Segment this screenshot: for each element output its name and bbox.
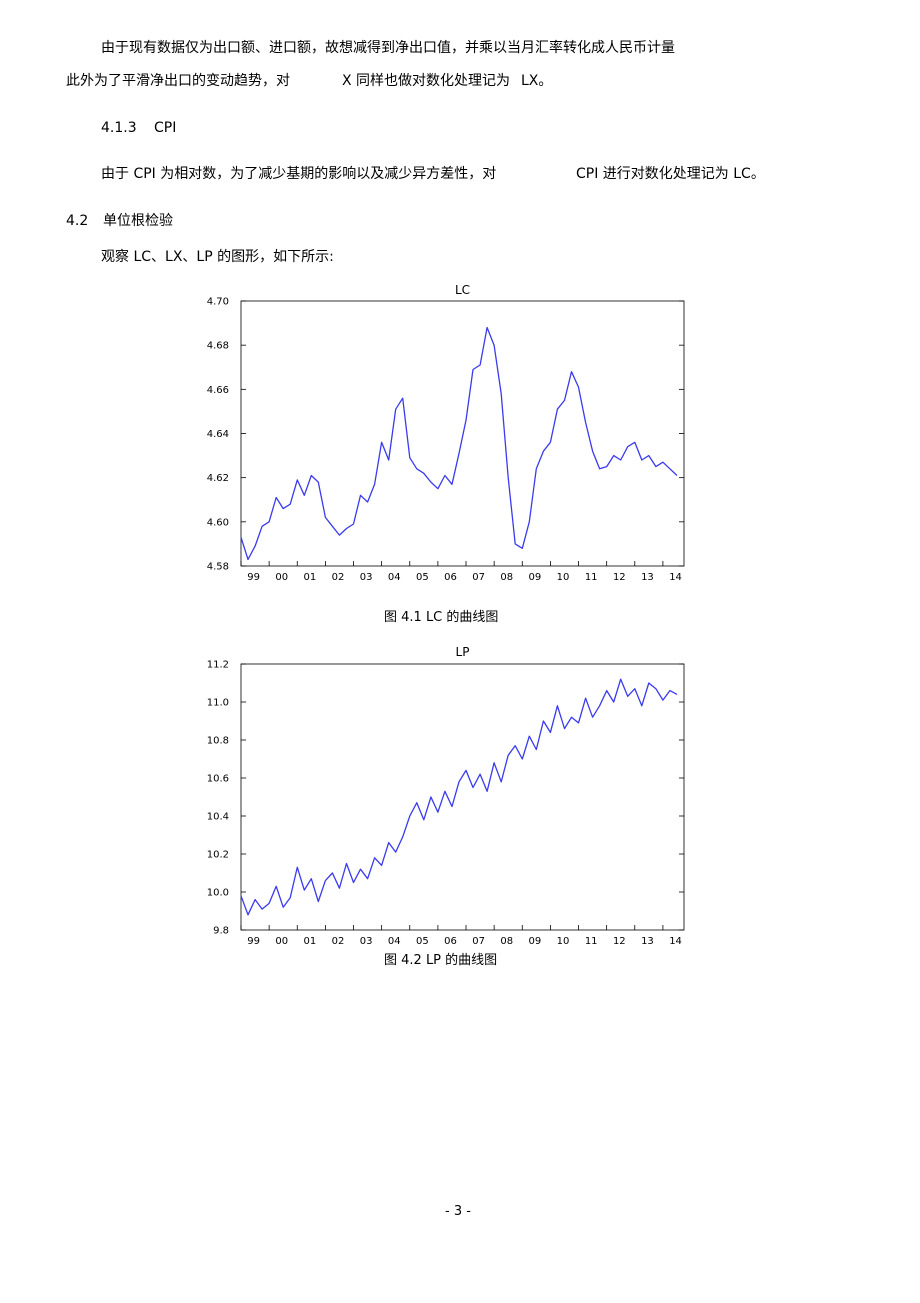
x-tick-label: 00	[275, 936, 288, 947]
x-tick-label: 09	[529, 936, 542, 947]
x-tick-label: 05	[416, 572, 429, 583]
chart-lp: LP 11.2 11.0 10.8 10.6 10.4 10.2 10.0 9.8 99 00 01 0…	[196, 640, 696, 960]
x-tick-label: 03	[360, 572, 373, 583]
x-tick-label: 12	[613, 572, 626, 583]
x-tick-label: 04	[388, 936, 401, 947]
x-tick-label: 14	[669, 936, 682, 947]
figure-caption-lp: 图 4.2 LP 的曲线图	[384, 953, 498, 968]
y-tick-label: 11.2	[207, 660, 229, 671]
x-tick-label: 13	[641, 572, 654, 583]
x-tick-label: 06	[444, 936, 457, 947]
paragraph-cpi-start: 由于 CPI 为相对数，为了减少基期的影响以及减少异方差性，对	[101, 166, 497, 182]
x-tick-label: 04	[388, 572, 401, 583]
chart-lc: LC 4.70 4.68 4.66 4.64 4.62 4.60 4.58 99 00 01 02 03…	[196, 278, 696, 598]
x-tick-label: 02	[332, 936, 345, 947]
x-tick-label: 11	[585, 936, 598, 947]
x-tick-label: 01	[304, 572, 317, 583]
paragraph-observe: 观察 LC、LX、LP 的图形，如下所示:	[101, 249, 334, 265]
x-tick-label: 03	[360, 936, 373, 947]
x-tick-label: 99	[247, 936, 260, 947]
x-tick-label: 11	[585, 572, 598, 583]
x-tick-label: 01	[304, 936, 317, 947]
y-tick-label: 10.2	[207, 850, 229, 861]
section-number-4-1-3: 4.1.3	[101, 120, 137, 136]
paragraph-smoothing-start: 此外为了平滑净出口的变动趋势，对	[66, 73, 290, 89]
x-tick-label: 99	[247, 572, 260, 583]
x-tick-label: 05	[416, 936, 429, 947]
y-tick-label: 4.66	[207, 385, 229, 396]
chart-title: LC	[455, 283, 470, 297]
y-tick-label: 4.60	[207, 517, 229, 528]
page-number: - 3 -	[445, 1204, 471, 1219]
y-tick-label: 4.70	[207, 297, 229, 308]
x-tick-label: 10	[557, 936, 570, 947]
figure-caption-lc: 图 4.1 LC 的曲线图	[384, 610, 499, 625]
x-tick-label: 13	[641, 936, 654, 947]
x-tick-label: 08	[500, 572, 513, 583]
x-tick-label: 12	[613, 936, 626, 947]
y-tick-label: 11.0	[207, 698, 229, 709]
paragraph-smoothing-middle: X 同样也做对数化处理记为	[342, 73, 511, 89]
series-line	[240, 678, 678, 916]
section-number-4-2: 4.2	[66, 213, 89, 229]
paragraph-smoothing-end: LX。	[521, 73, 553, 89]
x-tick-label: 06	[444, 572, 457, 583]
y-tick-label: 9.8	[213, 926, 229, 937]
x-tick-label: 14	[669, 572, 682, 583]
y-tick-label: 4.68	[207, 341, 229, 352]
y-tick-label: 4.64	[207, 429, 229, 440]
plot-frame	[240, 300, 685, 567]
x-tick-label: 10	[557, 572, 570, 583]
y-tick-label: 4.58	[207, 562, 229, 573]
paragraph-net-export: 由于现有数据仅为出口额、进口额，故想减得到净出口值，并乘以当月汇率转化成人民币计…	[101, 40, 675, 56]
x-tick-label: 09	[529, 572, 542, 583]
series-line	[240, 326, 678, 561]
plot-frame	[240, 663, 685, 931]
y-tick-label: 10.8	[207, 736, 229, 747]
y-tick-label: 10.0	[207, 888, 229, 899]
chart-lp-svg: LP 11.2 11.0 10.8 10.6 10.4 10.2 10.0 9.8 99 00 01 0…	[207, 645, 685, 947]
section-title-unit-root: 单位根检验	[103, 213, 173, 229]
x-tick-label: 00	[275, 572, 288, 583]
x-tick-label: 08	[500, 936, 513, 947]
section-title-cpi: CPI	[154, 120, 177, 136]
paragraph-cpi-end: CPI 进行对数化处理记为 LC。	[576, 166, 765, 182]
chart-lc-svg: LC 4.70 4.68 4.66 4.64 4.62 4.60 4.58 99 00 01 02 03…	[207, 283, 685, 583]
y-tick-label: 10.4	[207, 812, 229, 823]
chart-title: LP	[456, 645, 470, 659]
x-tick-label: 07	[472, 572, 485, 583]
x-tick-label: 07	[472, 936, 485, 947]
y-tick-label: 4.62	[207, 473, 229, 484]
y-tick-label: 10.6	[207, 774, 229, 785]
x-tick-label: 02	[332, 572, 345, 583]
